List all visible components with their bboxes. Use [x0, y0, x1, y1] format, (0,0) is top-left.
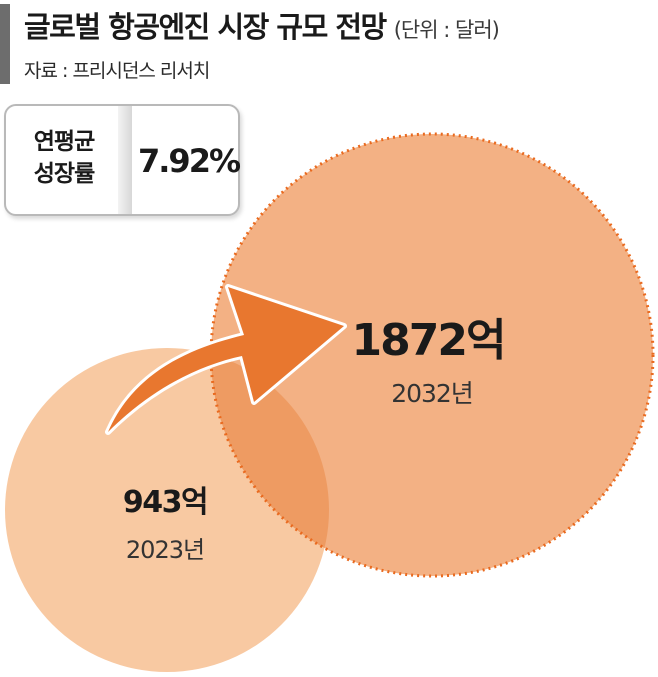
- cagr-label: 연평균 성장률: [33, 129, 95, 187]
- chart-title: 글로벌 항공엔진 시장 규모 전망 (단위 : 달러): [24, 4, 500, 46]
- bubble-overlap: [211, 348, 329, 576]
- title-accent-bar: [0, 4, 10, 84]
- bubble-2032-value-label: 1872억: [352, 315, 505, 366]
- bubble-2032-year-label: 2032년: [391, 379, 473, 408]
- unit-note: (단위 : 달러): [393, 18, 500, 42]
- growth-arrow: [105, 284, 347, 435]
- cagr-value: 7.92%: [138, 142, 241, 180]
- bubble-2023-year-label: 2023년: [126, 536, 204, 564]
- source-note: 자료 : 프리시던스 리서치: [24, 60, 210, 82]
- cagr-callout: 연평균 성장률 7.92%: [4, 104, 241, 216]
- chart-title-text: 글로벌 항공엔진 시장 규모 전망: [24, 10, 387, 44]
- bubble-2032-dotted-outline: [209, 132, 655, 578]
- cagr-divider: [118, 106, 132, 214]
- bubble-2023-value-label: 943억: [123, 485, 207, 520]
